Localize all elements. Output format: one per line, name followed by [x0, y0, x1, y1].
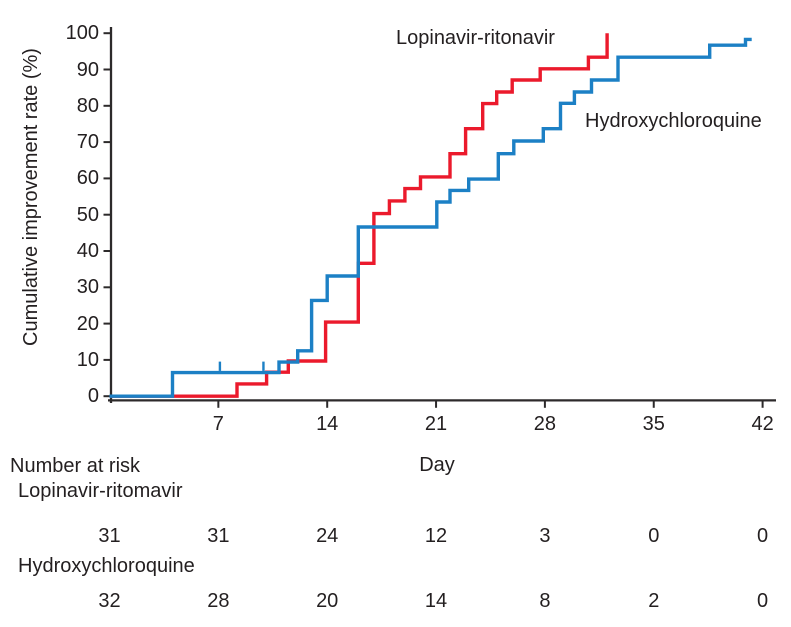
- risk-count: 14: [424, 590, 448, 612]
- risk-count: 20: [316, 590, 339, 612]
- risk-count: 24: [316, 525, 339, 547]
- risk-table-header: Number at risk: [10, 455, 141, 477]
- risk-count: 0: [757, 590, 769, 612]
- y-tick-label: 30: [76, 276, 99, 299]
- x-axis-ticks: [217, 400, 764, 408]
- x-axis-title: Day: [419, 454, 455, 476]
- x-tick-label: 28: [533, 413, 557, 435]
- y-tick-label: 20: [76, 312, 99, 335]
- risk-count: 28: [207, 590, 230, 612]
- y-tick-label: 90: [76, 58, 99, 81]
- y-tick-label: 80: [76, 94, 99, 117]
- risk-count: 3: [539, 525, 551, 547]
- risk-count: 0: [648, 525, 660, 547]
- hydroxychloroquine-censor-ticks: [218, 361, 265, 371]
- risk-row-label-hydroxychloroquine: Hydroxychloroquine: [18, 555, 195, 577]
- lopinavir-curve: [109, 33, 609, 398]
- hydroxychloroquine-curve: [109, 37, 752, 398]
- x-tick-label: 35: [642, 413, 665, 435]
- risk-count: 12: [424, 525, 448, 547]
- risk-count: 31: [207, 525, 230, 547]
- series-label-hydroxychloroquine: Hydroxychloroquine: [585, 110, 762, 132]
- risk-row-label-lopinavir: Lopinavir-ritomavir: [18, 480, 183, 502]
- y-tick-label: 0: [87, 385, 99, 408]
- x-tick-label: 14: [316, 413, 339, 435]
- risk-count: 0: [757, 525, 769, 547]
- y-tick-label: 60: [76, 167, 99, 190]
- y-axis-title: Cumulative improvement rate (%): [20, 48, 42, 346]
- y-tick-label: 70: [76, 131, 99, 154]
- x-tick-label: 21: [424, 413, 448, 435]
- x-tick-label: 7: [212, 413, 224, 435]
- axes: [103, 27, 776, 408]
- y-tick-label: 10: [76, 348, 99, 371]
- y-tick-label: 50: [76, 203, 99, 226]
- risk-count: 8: [539, 590, 551, 612]
- risk-count: 32: [98, 590, 121, 612]
- risk-count: 2: [648, 590, 660, 612]
- y-tick-label: 100: [65, 22, 99, 45]
- x-tick-label: 42: [751, 413, 774, 435]
- y-tick-label: 40: [76, 240, 99, 262]
- y-axis-ticks: [103, 32, 111, 398]
- risk-count: 31: [98, 525, 121, 547]
- series-label-lopinavir: Lopinavir-ritonavir: [396, 27, 555, 49]
